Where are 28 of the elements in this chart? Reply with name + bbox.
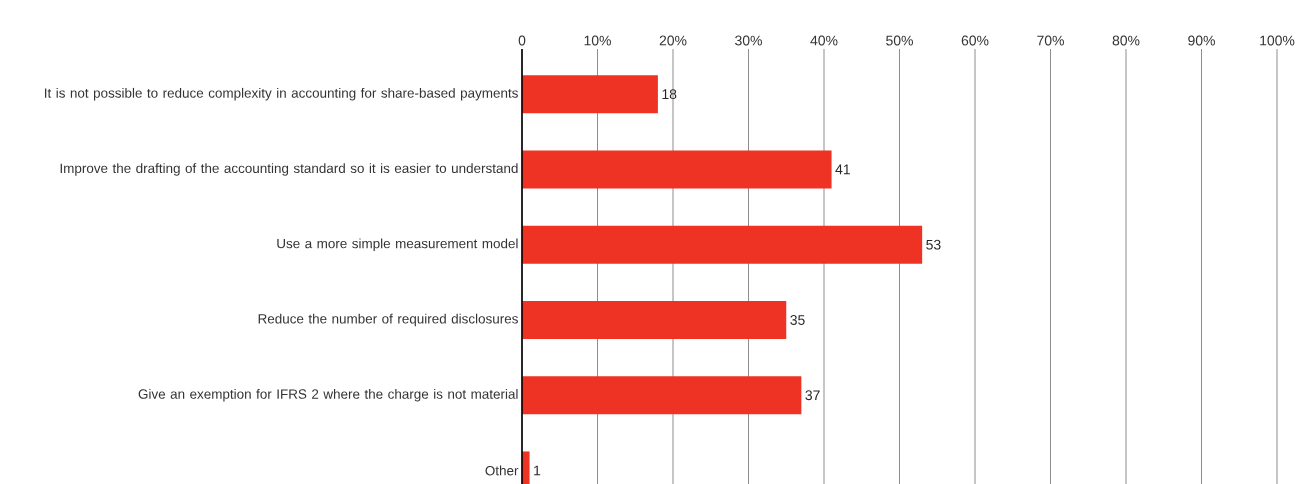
data-label: 35	[790, 314, 805, 325]
x-tick-label: 20%	[659, 35, 687, 46]
x-tick-label: 50%	[886, 35, 913, 46]
y-tick-label: Improve the drafting of the accounting standard so it is easier to understand	[60, 163, 518, 176]
bar	[522, 300, 787, 339]
y-tick-label: Give an exemption for IFRS 2 where the charge is not material	[138, 388, 518, 402]
x-tick-label: 0	[518, 35, 526, 46]
x-tick-label: 70%	[1037, 35, 1064, 46]
x-tick-label: 10%	[584, 35, 611, 46]
bar	[522, 75, 658, 114]
y-tick-label: Reduce the number of required disclosures	[258, 313, 518, 327]
data-label: 18	[662, 89, 677, 100]
bar	[522, 376, 802, 415]
bar	[522, 225, 923, 264]
x-tick-label: 60%	[961, 35, 989, 46]
x-tick-label: 100%	[1260, 35, 1295, 46]
y-tick-label: It is not possible to reduce complexity in accounting for share-based payments	[45, 87, 518, 101]
x-tick-label: 30%	[735, 35, 762, 46]
data-label: 41	[835, 164, 850, 175]
data-label: 53	[926, 239, 941, 250]
bar	[522, 150, 832, 189]
y-tick-label: Other	[485, 465, 519, 476]
x-tick-label: 80%	[1112, 35, 1140, 46]
y-tick-label: Use a more simple measurement model	[277, 238, 518, 251]
data-label: 1	[534, 465, 541, 476]
x-tick-label: 40%	[810, 35, 838, 46]
x-tick-label: 90%	[1188, 35, 1215, 46]
data-label: 37	[805, 390, 820, 401]
